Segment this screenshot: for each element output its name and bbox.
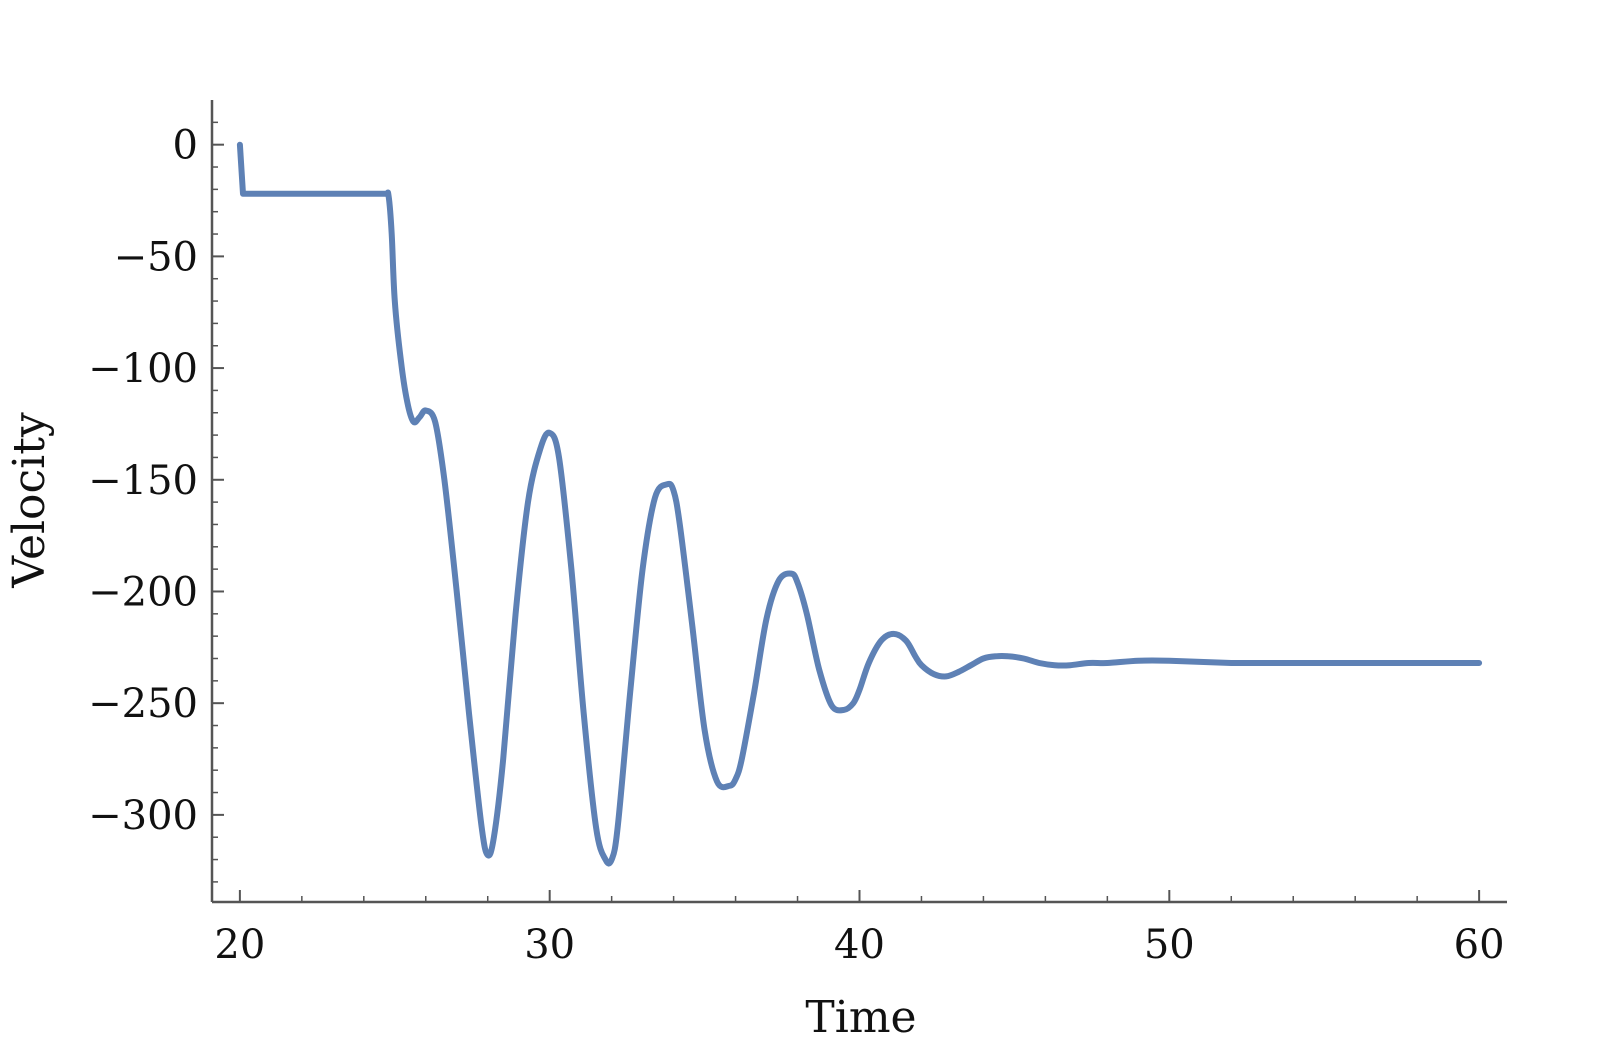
y-tick-label: −250 bbox=[88, 681, 198, 727]
x-tick-labels: 20 30 40 50 60 bbox=[214, 922, 1504, 968]
series-group bbox=[236, 141, 1483, 867]
major-ticks bbox=[212, 143, 1481, 902]
y-tick-label: −50 bbox=[114, 234, 198, 280]
velocity-series-line bbox=[236, 141, 1483, 867]
x-tick-label: 40 bbox=[834, 922, 885, 968]
y-tick-label: −300 bbox=[88, 793, 198, 839]
x-axis-title: Time bbox=[805, 992, 916, 1040]
x-tick-label: 50 bbox=[1144, 922, 1195, 968]
x-tick-label: 60 bbox=[1454, 922, 1505, 968]
y-tick-label: −150 bbox=[88, 458, 198, 504]
y-axis-title: Velocity bbox=[4, 412, 55, 589]
x-tick-label: 20 bbox=[214, 922, 265, 968]
x-tick-label: 30 bbox=[524, 922, 575, 968]
y-tick-labels: 0 −50 −100 −150 −200 −250 −300 bbox=[88, 123, 198, 839]
y-tick-label: −100 bbox=[88, 346, 198, 392]
y-tick-label: 0 bbox=[173, 123, 198, 169]
y-tick-label: −200 bbox=[88, 569, 198, 615]
